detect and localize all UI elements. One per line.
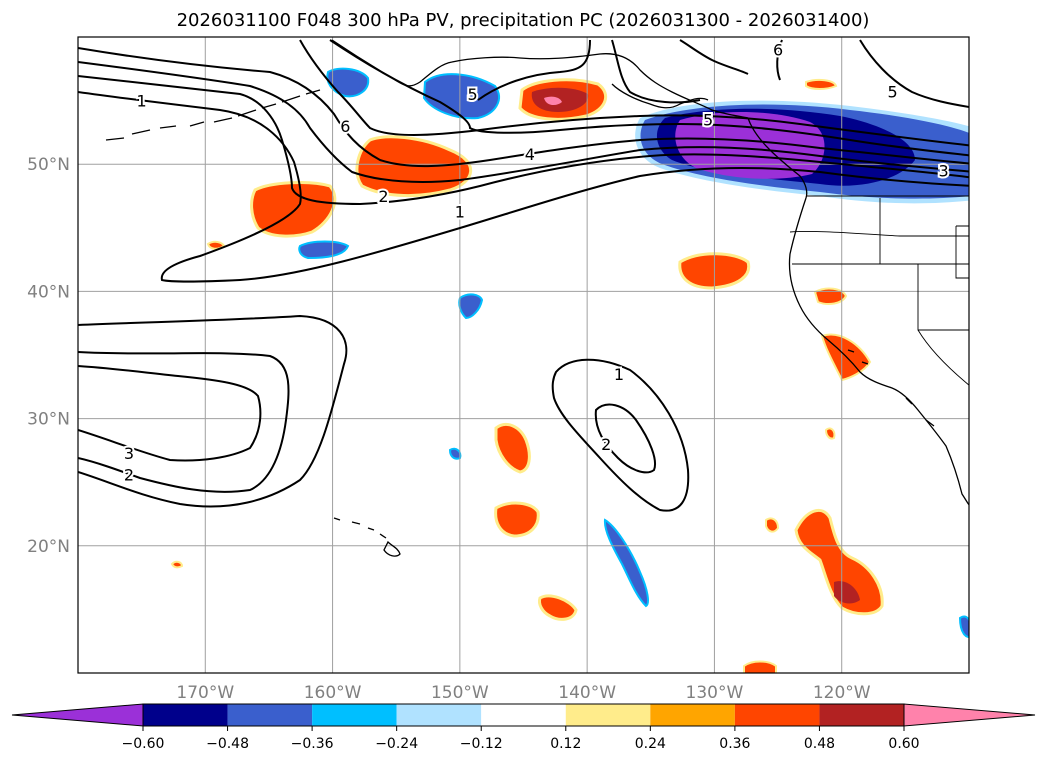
precip-neg-edge-right: [958, 615, 969, 638]
chart-title: 2026031100 F048 300 hPa PV, precipitatio…: [177, 10, 870, 31]
pv-contour-label: 3: [124, 444, 134, 463]
colorbar-extend-low: [11, 703, 144, 727]
colorbar-tick-label: −0.12: [460, 736, 503, 752]
gridlines: [78, 37, 969, 673]
colorbar-segment: [143, 704, 228, 726]
coast-west-us: [788, 197, 969, 506]
pv-contour-label: 1: [137, 92, 147, 111]
x-axis-ticks: 170°W 160°W 150°W 140°W 130°W 120°W: [176, 683, 870, 703]
pv-contour-label: 2: [124, 466, 134, 485]
x-tick-label: 170°W: [176, 683, 234, 703]
x-tick-label: 150°W: [431, 683, 489, 703]
colorbar-segment: [312, 704, 397, 726]
precip-pos-gulf-peak: [544, 96, 562, 106]
precip-pos-se-big: [794, 508, 884, 616]
colorbar-segment: [481, 704, 566, 726]
pv-contour-label: 6: [340, 117, 350, 136]
y-tick-label: 40°N: [27, 282, 70, 302]
pv-contour-6-east: [776, 39, 783, 81]
precip-neg-gulf-2: [326, 67, 370, 98]
x-tick-label: 120°W: [813, 683, 871, 703]
precip-pos-sub-3: [538, 594, 578, 621]
colorbar-segment: [565, 704, 651, 726]
colorbar-segment: [650, 704, 735, 726]
colorbar-segment: [227, 704, 313, 726]
pv-contour-label: 1: [614, 365, 624, 384]
pv-contour-labels: 1 6 5 4 2 1 6 5 3 5 1 2 3 2: [122, 39, 951, 487]
x-tick-label: 130°W: [686, 683, 744, 703]
precip-pos-bottom: [743, 660, 777, 673]
pv-contour-2: [78, 75, 969, 206]
pv-contour-label: 6: [773, 41, 783, 60]
colorbar-tick-label: 0.36: [719, 736, 750, 752]
pv-contour-cutoff-1: [551, 358, 690, 512]
coast-bc: [747, 117, 808, 199]
precip-neg-band-core: [675, 111, 825, 179]
y-tick-label: 30°N: [27, 410, 70, 430]
border-wa-or: [789, 231, 969, 237]
colorbar-extend-high: [903, 703, 1036, 727]
pv-contour-3: [78, 61, 969, 183]
coast-california-islands: [847, 349, 935, 427]
pv-contour-subtropical-inner: [78, 365, 262, 462]
precip-pos-small-d: [805, 78, 838, 90]
pv-contour-cutoff-2: [594, 403, 656, 474]
precip-neg-midpac-3: [298, 240, 350, 260]
pv-contour-gulf-loop: [477, 39, 701, 104]
colorbar-segment: [396, 704, 482, 726]
colorbar-tick-label: −0.48: [206, 736, 249, 752]
colorbar-tick-label: 0.60: [888, 736, 919, 752]
pv-contour-gulf-small: [679, 39, 749, 75]
map-panel: 1 6 5 4 2 1 6 5 3 5 1 2 3 2: [77, 36, 970, 674]
colorbar-tick-label: −0.24: [375, 736, 418, 752]
y-tick-label: 20°N: [27, 537, 70, 557]
colorbar-frame: [142, 703, 905, 727]
y-tick-label: 50°N: [27, 155, 70, 175]
pv-contour-label: 1: [455, 202, 465, 221]
precip-shading: [170, 67, 969, 673]
pv-contour-label: 2: [378, 187, 388, 206]
colorbar-tick-label: 0.24: [635, 736, 666, 752]
pv-contour-6: [299, 39, 969, 147]
pv-contour-4: [78, 47, 969, 168]
colorbar: −0.60 −0.48 −0.36 −0.24 −0.12 0.12 0.24 0.36 0.4…: [11, 703, 1036, 752]
pv-contour-label: 5: [888, 83, 898, 102]
pv-contour-label: 5: [467, 85, 477, 104]
x-tick-label: 140°W: [558, 683, 616, 703]
pv-contour-5: [329, 39, 969, 157]
colorbar-tick-label: −0.36: [291, 736, 334, 752]
y-axis-ticks: 20°N 30°N 40°N 50°N: [27, 155, 70, 557]
colorbar-tick-label: 0.48: [804, 736, 835, 752]
precip-pos-sub-2: [494, 501, 540, 538]
pv-contours: [78, 39, 969, 512]
pv-contour-label: 2: [601, 435, 611, 454]
pv-contour-subtropical-mid: [78, 351, 290, 493]
colorbar-segment: [819, 704, 904, 726]
x-tick-label: 160°W: [304, 683, 362, 703]
precip-neg-gulf-1: [422, 73, 500, 120]
colorbar-tick-label: 0.12: [550, 736, 581, 752]
pv-contour-label: 4: [525, 145, 535, 164]
precip-pos-small-c: [824, 427, 836, 440]
colorbar-segment: [734, 704, 820, 726]
precip-pos-se-small: [765, 517, 780, 533]
pv-contour-label: 3: [938, 162, 948, 181]
coast-gulf-inner: [611, 83, 709, 109]
map-frame: [77, 36, 970, 674]
precip-neg-sub-4: [603, 518, 649, 608]
precip-pos-ca-1: [813, 287, 848, 305]
coast-hawaii: [333, 517, 401, 557]
precip-pos-small-b: [170, 560, 184, 569]
precip-pos-se-core: [834, 581, 860, 604]
pv-contour-5-east: [859, 39, 969, 109]
border-ca-nv: [879, 198, 969, 386]
colorbar-tick-label: −0.60: [122, 736, 165, 752]
precip-pos-sub-1: [494, 423, 531, 474]
precip-neg-sub-5: [448, 447, 462, 460]
pv-contour-label: 5: [703, 111, 713, 130]
precip-pos-midpac-2: [250, 181, 337, 238]
state-borders: [789, 195, 969, 386]
pv-contour-subtropical-outer: [78, 314, 348, 508]
